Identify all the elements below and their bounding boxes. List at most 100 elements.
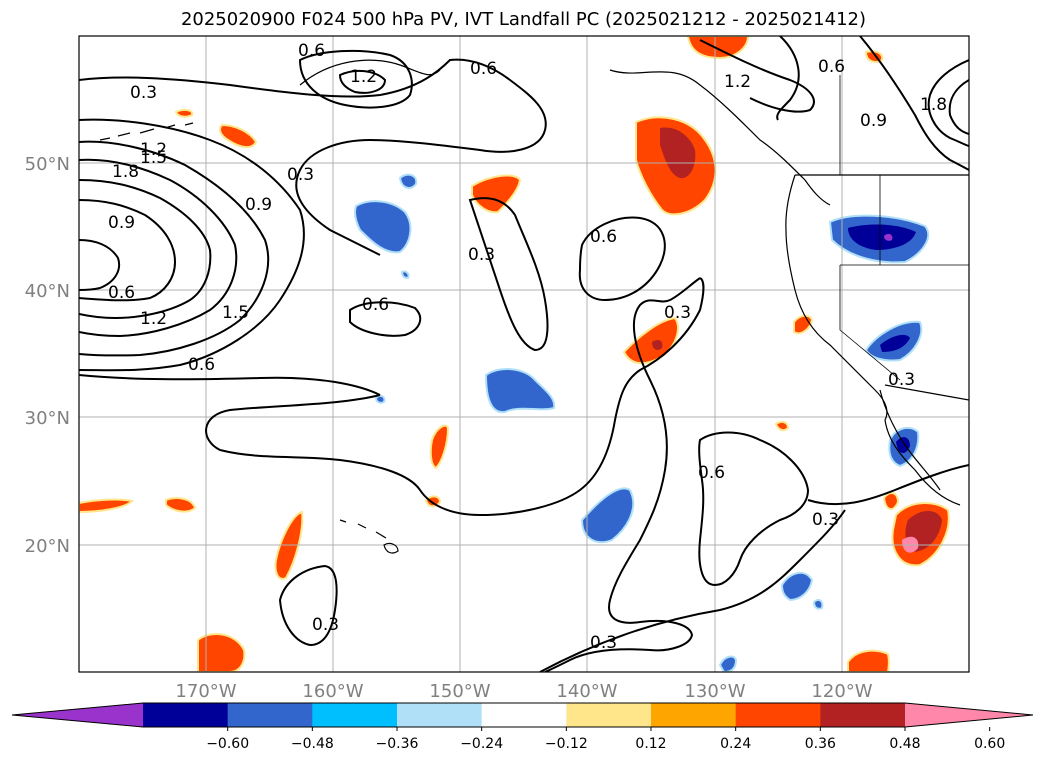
lat-label: 50°N (25, 154, 70, 175)
colorbar: −0.60 −0.48 −0.36 −0.24 −0.12 0.12 0.24 0.36 0.4… (11, 702, 1034, 752)
contour-label: 1.2 (350, 67, 377, 87)
contour-label: 0.6 (698, 463, 725, 483)
contour-label: 0.3 (664, 303, 691, 323)
pv-contour-19 (298, 49, 413, 109)
pv-contour-4 (79, 158, 238, 338)
colorbar-segment (481, 703, 567, 727)
contour-label: 0.3 (468, 245, 495, 265)
pv-contour-6 (79, 199, 177, 302)
colorbar-tick-label: −0.48 (291, 736, 334, 752)
pv-contour-9 (205, 277, 705, 517)
shade-neg-ca-core (880, 334, 910, 352)
colorbar-segment (143, 703, 229, 727)
shade-pos-aleutian (219, 123, 258, 148)
pv-contour-22 (776, 36, 800, 121)
colorbar-segment (820, 703, 906, 727)
colorbar-tick-label: 0.36 (805, 736, 836, 752)
shade-pos-hawaii-mid (429, 424, 450, 470)
aleutian-islands (99, 122, 194, 141)
pv-contour-20 (338, 69, 387, 94)
lon-label: 130°W (684, 681, 745, 702)
contour-label: 0.3 (590, 633, 617, 653)
plot-frame (78, 35, 970, 673)
contour-label: 0.6 (108, 283, 135, 303)
shade-neg-small-2 (400, 270, 410, 280)
colorbar-tick-label: 0.48 (889, 736, 920, 752)
pv-contour-15 (578, 216, 666, 302)
shade-neg-south (780, 571, 814, 602)
map-title: 2025020900 F024 500 hPa PV, IVT Landfall… (180, 9, 867, 30)
pv-contour-23 (859, 36, 969, 171)
alaska-coast-north (299, 59, 441, 86)
shade-neg-small-3 (374, 394, 386, 404)
shade-pos-small-nw (174, 108, 194, 118)
lon-label: 140°W (556, 681, 617, 702)
pv-contour-12 (698, 431, 810, 587)
contour-label: 0.6 (298, 41, 325, 61)
colorbar-tick-label: −0.60 (206, 736, 249, 752)
colorbar-segment (651, 703, 737, 727)
contour-label: 0.3 (312, 615, 339, 635)
colorbar-segment (735, 703, 821, 727)
lon-label: 160°W (302, 681, 363, 702)
lat-label: 40°N (25, 281, 70, 302)
shade-neg-sub (580, 487, 635, 544)
colorbar-tick-label: −0.12 (545, 736, 588, 752)
contour-label: 1.8 (920, 95, 947, 115)
border-state-3 (839, 265, 901, 381)
shade-pos-small-4 (774, 420, 790, 432)
shade-pos-small-2 (165, 497, 197, 513)
contour-label: 0.3 (287, 165, 314, 185)
longitude-labels: 170°W 160°W 150°W 140°W 130°W 120°W (175, 681, 872, 702)
colorbar-segment (397, 703, 483, 727)
shade-pos-mid (471, 174, 522, 214)
colorbar-tick-label: −0.36 (376, 736, 419, 752)
colorbar-tick-label: 0.60 (974, 736, 1005, 752)
latitude-labels: 50°N 40°N 30°N 20°N (25, 154, 70, 557)
contour-label: 0.9 (860, 111, 887, 131)
shade-pos-ne-pac-core (660, 127, 696, 179)
pv-contour-5 (79, 179, 212, 320)
contour-label: 1.5 (140, 148, 167, 168)
shade-pos-baja-core (652, 340, 663, 350)
pv-contour-11 (544, 619, 694, 672)
contour-label: 0.6 (188, 355, 215, 375)
contour-label: 0.6 (470, 59, 497, 79)
contour-label: 1.2 (140, 309, 167, 329)
colorbar-outline (11, 702, 1034, 728)
colorbar-ticks: −0.60 −0.48 −0.36 −0.24 −0.12 0.12 0.24 0.36 0.4… (206, 727, 1005, 752)
coast-alaska-panhandle (609, 69, 831, 206)
coast-west-us (785, 174, 961, 506)
pv-contour-3 (79, 140, 270, 357)
shade-neg-baja-core (896, 437, 910, 454)
contour-label: 0.6 (590, 227, 617, 247)
coastlines (99, 59, 969, 554)
colorbar-extend-max (905, 703, 1033, 727)
contour-label: 0.9 (108, 213, 135, 233)
contour-label: 0.9 (245, 195, 272, 215)
lon-label: 120°W (811, 681, 872, 702)
pv-contour-10 (608, 277, 701, 624)
contour-label: 1.8 (112, 162, 139, 182)
contour-label: 1.2 (724, 72, 751, 92)
border-us-mexico (884, 384, 969, 401)
contour-label: 0.3 (888, 370, 915, 390)
lon-label: 170°W (175, 681, 236, 702)
contour-label: 1.5 (222, 303, 249, 323)
contour-label: 0.3 (130, 83, 157, 103)
contour-label: 0.6 (818, 57, 845, 77)
shade-neg-small-4 (812, 599, 824, 610)
pv-contour-14 (539, 509, 846, 672)
pv-contour-24 (927, 59, 969, 147)
hawaii-islands (339, 519, 399, 554)
pv-contours (79, 36, 969, 672)
lat-label: 20°N (25, 536, 70, 557)
shade-neg-east-core (848, 224, 916, 250)
contour-labels: 0.3 1.2 1.5 1.8 0.9 0.6 1.2 1.5 0.6 0.9 … (108, 41, 947, 653)
contour-label: 1.2 (140, 140, 167, 160)
colorbar-segment (312, 703, 398, 727)
pv-contour-8 (79, 374, 381, 396)
shade-neg-east-peak (884, 233, 893, 241)
pv-contour-13 (807, 464, 969, 506)
